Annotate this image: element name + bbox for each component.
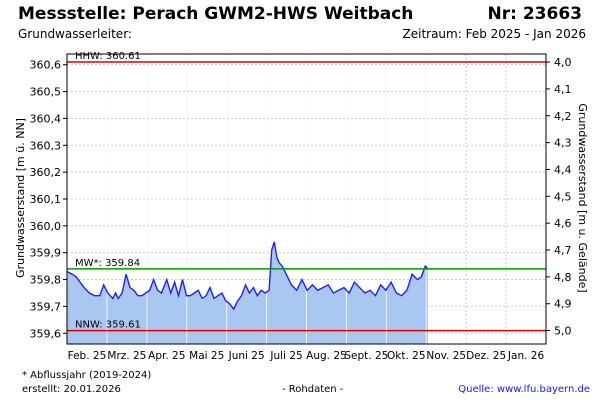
aquifer-label: Grundwasserleiter:: [18, 27, 132, 41]
x-tick-label: Jan. 26: [507, 350, 545, 362]
right-tick-label: 4,8: [554, 271, 572, 284]
left-tick-label: 360,2: [30, 166, 62, 179]
raw-data-note: - Rohdaten -: [282, 384, 344, 395]
hhw-label: HHW: 360.61: [75, 51, 141, 62]
x-tick-label: Feb. 25: [68, 350, 107, 362]
station-number: Nr: 23663: [487, 4, 582, 24]
left-tick-label: 360,6: [30, 59, 62, 72]
x-tick-label: Mai 25: [189, 350, 224, 362]
left-tick-label: 360,3: [30, 139, 62, 152]
nnw-label: NNW: 359.61: [75, 320, 141, 331]
x-tick-label: Sept. 25: [344, 350, 388, 362]
left-tick-label: 359,8: [30, 274, 62, 287]
left-tick-label: 360,0: [30, 220, 62, 233]
x-tick-label: Mrz. 25: [107, 350, 146, 362]
right-tick-label: 4,6: [554, 217, 572, 230]
right-tick-label: 4,0: [554, 56, 572, 69]
data-area: [66, 54, 429, 344]
right-tick-label: 4,1: [554, 83, 572, 96]
x-tick-label: Apr. 25: [148, 350, 185, 362]
right-tick-label: 4,7: [554, 244, 572, 257]
left-tick-label: 359,6: [30, 327, 62, 340]
y-axis-label-right: Grundwasserstand [m u. Gelände]: [576, 103, 589, 292]
x-tick-label: Dez. 25: [466, 350, 506, 362]
x-tick-label: Aug. 25: [306, 350, 347, 362]
source-link[interactable]: Quelle: www.lfu.bayern.de: [458, 384, 590, 395]
page-title: Messstelle: Perach GWM2-HWS Weitbach: [18, 4, 414, 24]
left-tick-label: 360,1: [30, 193, 62, 206]
x-tick-label: Juni 25: [228, 350, 265, 362]
mw-label: MW*: 359.84: [75, 258, 140, 269]
data-line: [66, 241, 429, 311]
right-tick-label: 5,0: [554, 325, 572, 338]
left-tick-label: 360,5: [30, 86, 62, 99]
left-tick-label: 360,4: [30, 112, 62, 125]
right-tick-label: 4,3: [554, 137, 572, 150]
x-tick-label: Juli 25: [269, 350, 302, 362]
period-label: Zeitraum: Feb 2025 - Jan 2026: [402, 27, 587, 41]
right-axis-ticks: 4,0 4,1 4,2 4,3 4,4 4,5 4,6 4,7 4,8 4,9 5,0: [546, 56, 572, 338]
data-area-fill: [67, 242, 428, 344]
right-tick-label: 4,9: [554, 298, 572, 311]
created-date: erstellt: 20.01.2026: [22, 384, 121, 395]
footnote: * Abflussjahr (2019-2024): [22, 370, 152, 381]
y-axis-label-left: Grundwasserstand [m ü. NN]: [14, 118, 27, 278]
left-axis-ticks: 360,6 360,5 360,4 360,3 360,2 360,1 360,0 359,9…: [30, 59, 67, 340]
right-tick-label: 4,4: [554, 163, 572, 176]
x-tick-label: Nov. 25: [426, 350, 466, 362]
left-tick-label: 359,9: [30, 247, 62, 260]
reference-lines: HHW: 360.61 MW*: 359.84 NNW: 359.61: [67, 51, 546, 332]
right-tick-label: 4,2: [554, 110, 572, 123]
right-tick-label: 4,5: [554, 190, 572, 203]
left-tick-label: 359,7: [30, 300, 62, 313]
x-tick-label: Okt. 25: [387, 350, 426, 362]
x-axis-ticks: Feb. 25 Mrz. 25 Apr. 25 Mai 25 Juni 25 Juli 2…: [68, 350, 545, 362]
